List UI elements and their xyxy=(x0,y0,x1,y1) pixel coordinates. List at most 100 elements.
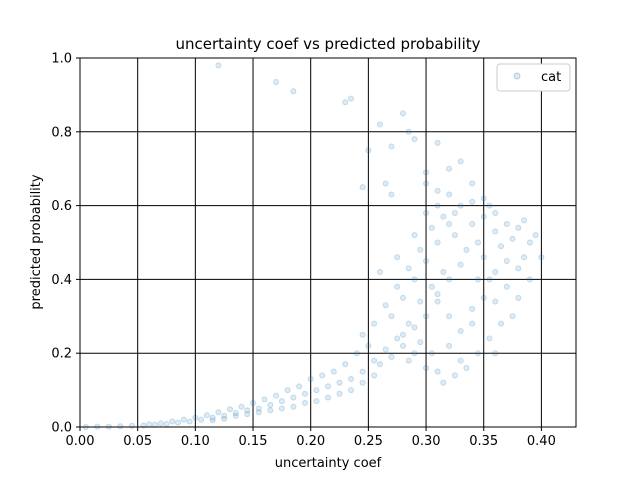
scatter-point xyxy=(215,409,222,416)
scatter-point xyxy=(428,350,435,357)
scatter-point xyxy=(423,313,430,320)
scatter-point xyxy=(498,243,505,250)
scatter-point xyxy=(521,217,528,224)
scatter-point xyxy=(359,368,366,375)
scatter-point xyxy=(301,400,308,407)
scatter-point xyxy=(440,269,447,276)
scatter-point xyxy=(446,165,453,172)
scatter-point xyxy=(538,254,545,261)
scatter-point xyxy=(330,368,337,375)
scatter-point xyxy=(180,416,187,423)
scatter-point xyxy=(221,415,228,422)
scatter-point xyxy=(405,128,412,135)
scatter-point xyxy=(198,416,205,423)
scatter-point xyxy=(267,401,274,408)
scatter-point xyxy=(492,350,499,357)
scatter-point xyxy=(376,361,383,368)
scatter-point xyxy=(157,420,164,427)
plot-frame xyxy=(79,57,577,428)
scatter-point xyxy=(382,180,389,187)
scatter-point xyxy=(486,202,493,209)
scatter-point xyxy=(411,350,418,357)
scatter-point xyxy=(290,394,297,401)
scatter-point xyxy=(382,346,389,353)
scatter-point xyxy=(267,407,274,414)
scatter-point xyxy=(215,62,222,69)
scatter-point xyxy=(376,269,383,276)
scatter-point xyxy=(371,320,378,327)
scatter-point xyxy=(290,403,297,410)
scatter-point xyxy=(399,294,406,301)
scatter-point xyxy=(365,342,372,349)
scatter-point xyxy=(451,232,458,239)
legend-marker-icon xyxy=(513,72,521,80)
scatter-point xyxy=(232,409,239,416)
scatter-point xyxy=(399,110,406,117)
scatter-point xyxy=(324,394,331,401)
scatter-point xyxy=(463,246,470,253)
scatter-point xyxy=(423,364,430,371)
scatter-point xyxy=(411,232,418,239)
scatter-point xyxy=(324,383,331,390)
scatter-point xyxy=(492,269,499,276)
scatter-point xyxy=(209,417,216,424)
scatter-point xyxy=(492,209,499,216)
scatter-point xyxy=(336,390,343,397)
scatter-point xyxy=(394,283,401,290)
y-tick-label: 0.2 xyxy=(51,347,72,362)
scatter-point xyxy=(486,276,493,283)
scatter-point xyxy=(434,202,441,209)
scatter-point xyxy=(336,379,343,386)
scatter-point xyxy=(411,324,418,331)
scatter-point xyxy=(457,357,464,364)
scatter-point xyxy=(474,350,481,357)
scatter-point xyxy=(244,411,251,418)
scatter-point xyxy=(388,143,395,150)
scatter-point xyxy=(492,298,499,305)
scatter-point xyxy=(255,409,262,416)
scatter-point xyxy=(480,195,487,202)
scatter-point xyxy=(434,187,441,194)
scatter-point xyxy=(301,390,308,397)
scatter-point xyxy=(503,221,510,228)
scatter-point xyxy=(261,396,268,403)
scatter-point xyxy=(498,320,505,327)
x-axis: 0.00 0.05 0.10 0.15 0.20 0.25 0.30 0.35 0.40 xyxy=(66,427,556,449)
scatter-point xyxy=(480,213,487,220)
scatter-point xyxy=(146,421,153,428)
scatter-point xyxy=(175,419,182,426)
scatter-point xyxy=(353,350,360,357)
scatter-point xyxy=(457,261,464,268)
scatter-point xyxy=(250,400,257,407)
scatter-point xyxy=(469,305,476,312)
x-tick-label: 0.10 xyxy=(181,434,210,449)
scatter-point xyxy=(532,232,539,239)
scatter-point xyxy=(428,283,435,290)
scatter-point xyxy=(371,357,378,364)
y-tick-label: 0.0 xyxy=(51,421,72,436)
scatter-point xyxy=(371,372,378,379)
scatter-point xyxy=(394,335,401,342)
scatter-point xyxy=(509,235,516,242)
scatter-point xyxy=(163,421,170,428)
scatter-point xyxy=(480,254,487,261)
scatter-point xyxy=(469,198,476,205)
scatter-point xyxy=(169,418,176,425)
scatter-point xyxy=(342,99,349,106)
y-tick-label: 0.8 xyxy=(51,125,72,140)
scatter-point xyxy=(515,294,522,301)
scatter-point xyxy=(117,423,124,430)
scatter-point xyxy=(388,191,395,198)
scatter-point xyxy=(405,357,412,364)
scatter-point xyxy=(503,257,510,264)
scatter-point xyxy=(209,414,216,421)
scatter-point xyxy=(474,276,481,283)
scatter-point xyxy=(492,228,499,235)
scatter-point xyxy=(232,412,239,419)
scatter-point xyxy=(423,180,430,187)
scatter-point xyxy=(451,209,458,216)
scatter-point xyxy=(446,191,453,198)
scatter-point xyxy=(128,422,135,429)
scatter-point xyxy=(388,353,395,360)
